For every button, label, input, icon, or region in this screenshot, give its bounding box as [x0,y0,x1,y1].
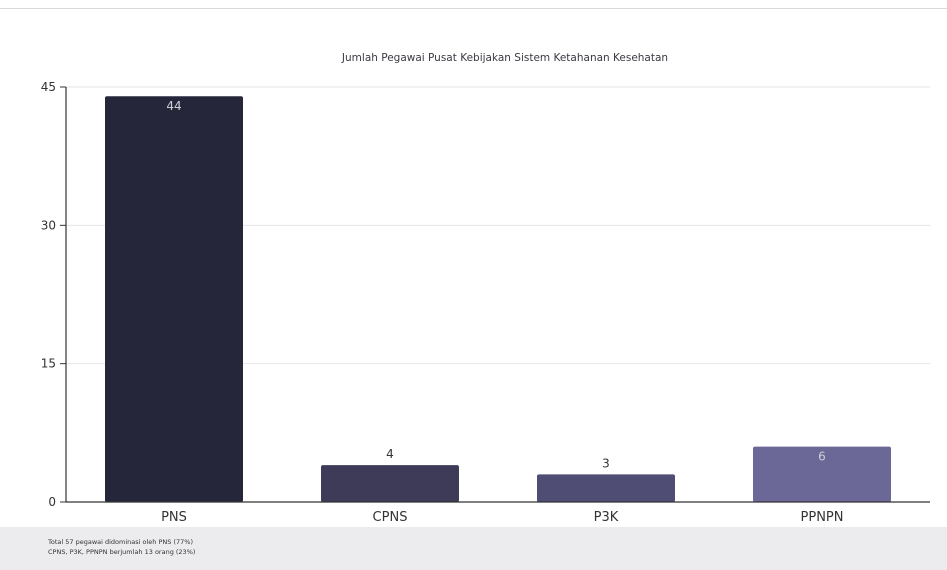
data-label: 6 [818,450,826,464]
y-tick-label: 30 [41,218,56,232]
bar-cpns [321,465,459,502]
x-category-label: PPNPN [801,510,844,525]
bar-chart: Jumlah Pegawai Pusat Kebijakan Sistem Ke… [41,52,930,525]
footer-summary-line-2: CPNS, P3K, PPNPN berjumlah 13 orang (23%… [48,548,196,556]
footer-summary-line-1: Total 57 pegawai didominasi oleh PNS (77… [48,538,193,546]
y-tick-label: 0 [48,495,56,509]
bar-pns [105,96,243,502]
labels: 0 15 30 45 44 PNS 4 CPNS 3 P3K 6 PPNPN [41,80,844,525]
data-label: 4 [386,447,394,461]
y-tick-label: 45 [41,80,56,94]
summary-footer: Total 57 pegawai didominasi oleh PNS (77… [0,527,947,570]
data-label: 3 [602,456,610,470]
x-category-label: P3K [594,510,619,525]
top-divider [0,8,947,9]
axes [60,86,930,503]
x-category-label: CPNS [373,510,408,525]
x-category-label: PNS [161,510,187,525]
bar-ppnpn [753,446,891,502]
bar-p3k [537,474,675,502]
chart-title: Jumlah Pegawai Pusat Kebijakan Sistem Ke… [341,52,668,64]
data-label: 44 [166,99,181,113]
y-tick-label: 15 [41,357,56,371]
bars [105,96,891,502]
